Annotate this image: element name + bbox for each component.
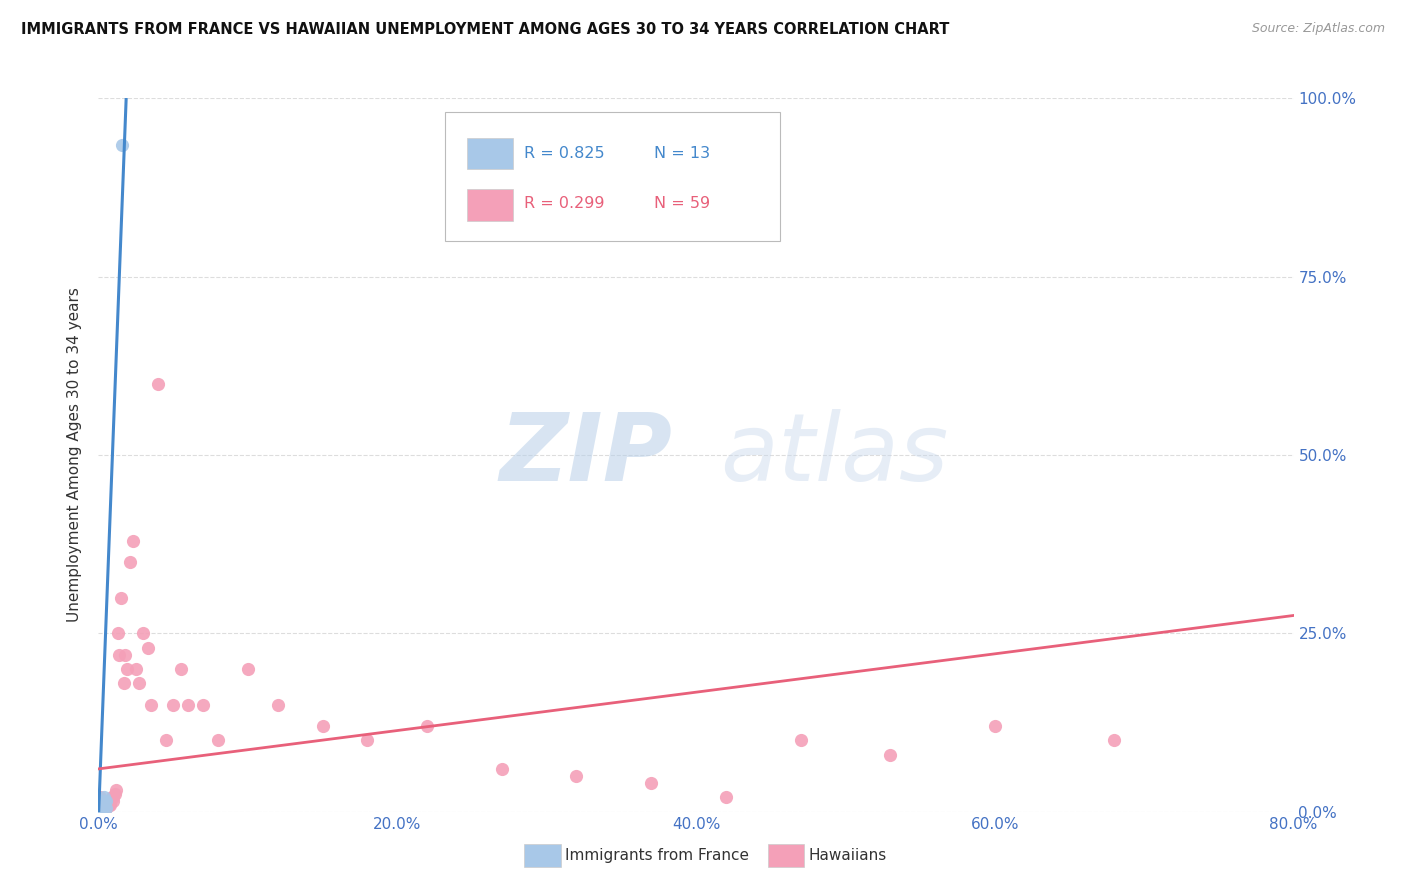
Point — [267, 698, 290, 712]
Y-axis label: Unemployment Among Ages 30 to 34 years: Unemployment Among Ages 30 to 34 years — [67, 287, 83, 623]
Point — [169, 662, 191, 676]
Point — [136, 640, 159, 655]
Point — [125, 662, 148, 676]
Point — [356, 733, 378, 747]
Point — [94, 794, 117, 808]
Point — [90, 797, 112, 812]
Point — [100, 797, 122, 812]
Text: IMMIGRANTS FROM FRANCE VS HAWAIIAN UNEMPLOYMENT AMONG AGES 30 TO 34 YEARS CORREL: IMMIGRANTS FROM FRANCE VS HAWAIIAN UNEMP… — [21, 22, 949, 37]
Point — [236, 662, 259, 676]
Text: Hawaiians: Hawaiians — [808, 848, 887, 863]
Point — [155, 733, 177, 747]
Text: ZIP: ZIP — [499, 409, 672, 501]
FancyBboxPatch shape — [467, 189, 513, 221]
Point — [128, 676, 150, 690]
Point — [104, 787, 127, 801]
Point — [1104, 733, 1126, 747]
Text: atlas: atlas — [720, 409, 948, 500]
Point — [132, 626, 155, 640]
Point — [139, 698, 162, 712]
Text: N = 59: N = 59 — [654, 196, 710, 211]
Text: Source: ZipAtlas.com: Source: ZipAtlas.com — [1251, 22, 1385, 36]
Point — [115, 662, 138, 676]
Point — [93, 797, 115, 812]
Point — [93, 794, 115, 808]
Point — [121, 533, 143, 548]
Point — [89, 801, 111, 815]
FancyBboxPatch shape — [467, 138, 513, 169]
Point — [879, 747, 901, 762]
Point — [148, 376, 170, 391]
Point — [94, 801, 117, 815]
Point — [90, 801, 112, 815]
Point — [97, 797, 120, 812]
Point — [93, 790, 115, 805]
Point — [103, 790, 125, 805]
Point — [491, 762, 513, 776]
Point — [93, 797, 115, 812]
Point — [93, 801, 115, 815]
Point — [207, 733, 229, 747]
Point — [96, 799, 118, 814]
Point — [984, 719, 1007, 733]
Text: N = 13: N = 13 — [654, 145, 710, 161]
Point — [91, 797, 114, 812]
Point — [565, 769, 588, 783]
Point — [96, 797, 118, 812]
Point — [103, 794, 125, 808]
Point — [162, 698, 184, 712]
Point — [91, 797, 114, 812]
Point — [89, 790, 111, 805]
Text: R = 0.825: R = 0.825 — [524, 145, 605, 161]
Point — [93, 801, 115, 815]
Point — [89, 797, 111, 812]
Point — [416, 719, 439, 733]
Point — [177, 698, 200, 712]
Point — [91, 794, 114, 808]
Point — [97, 794, 120, 808]
Point — [107, 626, 129, 640]
Point — [94, 796, 117, 810]
Point — [714, 790, 737, 805]
Point — [110, 591, 132, 605]
Point — [91, 799, 114, 814]
Point — [311, 719, 333, 733]
Point — [101, 790, 124, 805]
Text: Immigrants from France: Immigrants from France — [565, 848, 749, 863]
Point — [90, 801, 112, 815]
Text: R = 0.299: R = 0.299 — [524, 196, 605, 211]
Point — [91, 794, 114, 808]
Point — [789, 733, 811, 747]
Point — [114, 648, 136, 662]
Point — [94, 801, 117, 815]
Point — [91, 801, 114, 815]
Point — [94, 799, 117, 814]
Point — [90, 801, 112, 815]
Point — [191, 698, 214, 712]
Point — [100, 794, 122, 808]
Point — [91, 801, 114, 815]
FancyBboxPatch shape — [444, 112, 780, 241]
Point — [91, 801, 114, 815]
Point — [111, 137, 134, 152]
Point — [105, 783, 128, 797]
Point — [118, 555, 141, 569]
Point — [640, 776, 662, 790]
Point — [108, 648, 131, 662]
Point — [90, 797, 112, 812]
Point — [112, 676, 135, 690]
